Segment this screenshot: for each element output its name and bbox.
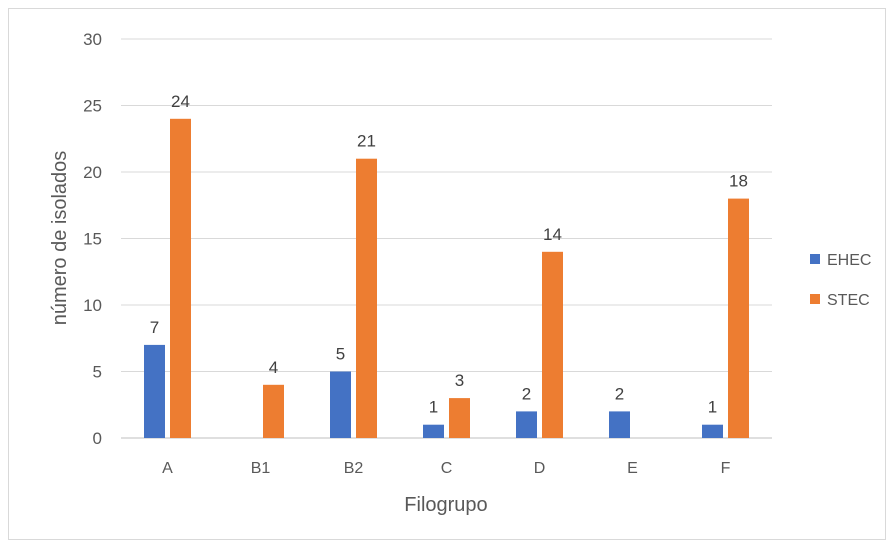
- bar-stec-d: [542, 251, 563, 438]
- bar-stec-b1: [263, 384, 284, 438]
- y-tick-label: 25: [83, 97, 102, 116]
- x-axis-ticks: A B1 B2 C D E F: [162, 460, 730, 477]
- data-label: 14: [543, 225, 562, 244]
- legend: EHEC STEC: [810, 252, 871, 309]
- bar-ehec-a: [144, 344, 165, 438]
- data-label: 2: [615, 384, 624, 403]
- x-tick-label: F: [721, 460, 731, 477]
- bar-ehec-d: [516, 411, 537, 438]
- data-label: 3: [455, 371, 464, 390]
- y-axis-title: número de isolados: [49, 151, 71, 326]
- data-label: 1: [708, 398, 717, 417]
- bar-stec-f: [728, 198, 749, 438]
- bar-ehec-e: [609, 411, 630, 438]
- data-label: 1: [429, 398, 438, 417]
- bar-stec-a: [170, 118, 191, 439]
- y-tick-label: 0: [93, 429, 102, 448]
- legend-swatch-ehec: [810, 254, 820, 264]
- x-tick-label: E: [627, 460, 638, 477]
- x-axis-title: Filogrupo: [404, 494, 487, 516]
- x-tick-label: C: [441, 460, 453, 477]
- y-tick-label: 10: [83, 296, 102, 315]
- x-tick-label: D: [534, 460, 546, 477]
- data-label: 18: [729, 172, 748, 191]
- y-tick-label: 5: [93, 363, 102, 382]
- bars: [144, 118, 749, 439]
- legend-label-stec: STEC: [827, 292, 870, 309]
- bar-stec-b2: [356, 158, 377, 438]
- data-label: 4: [269, 358, 278, 377]
- data-label: 21: [357, 132, 376, 151]
- data-label: 5: [336, 345, 345, 364]
- x-tick-label: B2: [344, 460, 364, 477]
- x-tick-label: A: [162, 460, 173, 477]
- y-axis-ticks: 0 5 10 15 20 25 30: [83, 30, 102, 448]
- y-tick-label: 20: [83, 163, 102, 182]
- gridlines: [121, 38, 772, 439]
- bar-stec-c: [449, 398, 470, 438]
- legend-swatch-stec: [810, 294, 820, 304]
- data-label: 2: [522, 384, 531, 403]
- x-tick-label: B1: [251, 460, 271, 477]
- bar-ehec-f: [702, 424, 723, 438]
- y-tick-label: 15: [83, 230, 102, 249]
- y-tick-label: 30: [83, 30, 102, 49]
- data-label: 7: [150, 318, 159, 337]
- data-label: 24: [171, 92, 190, 111]
- legend-label-ehec: EHEC: [827, 252, 871, 269]
- bar-ehec-c: [423, 424, 444, 438]
- bar-ehec-b2: [330, 371, 351, 438]
